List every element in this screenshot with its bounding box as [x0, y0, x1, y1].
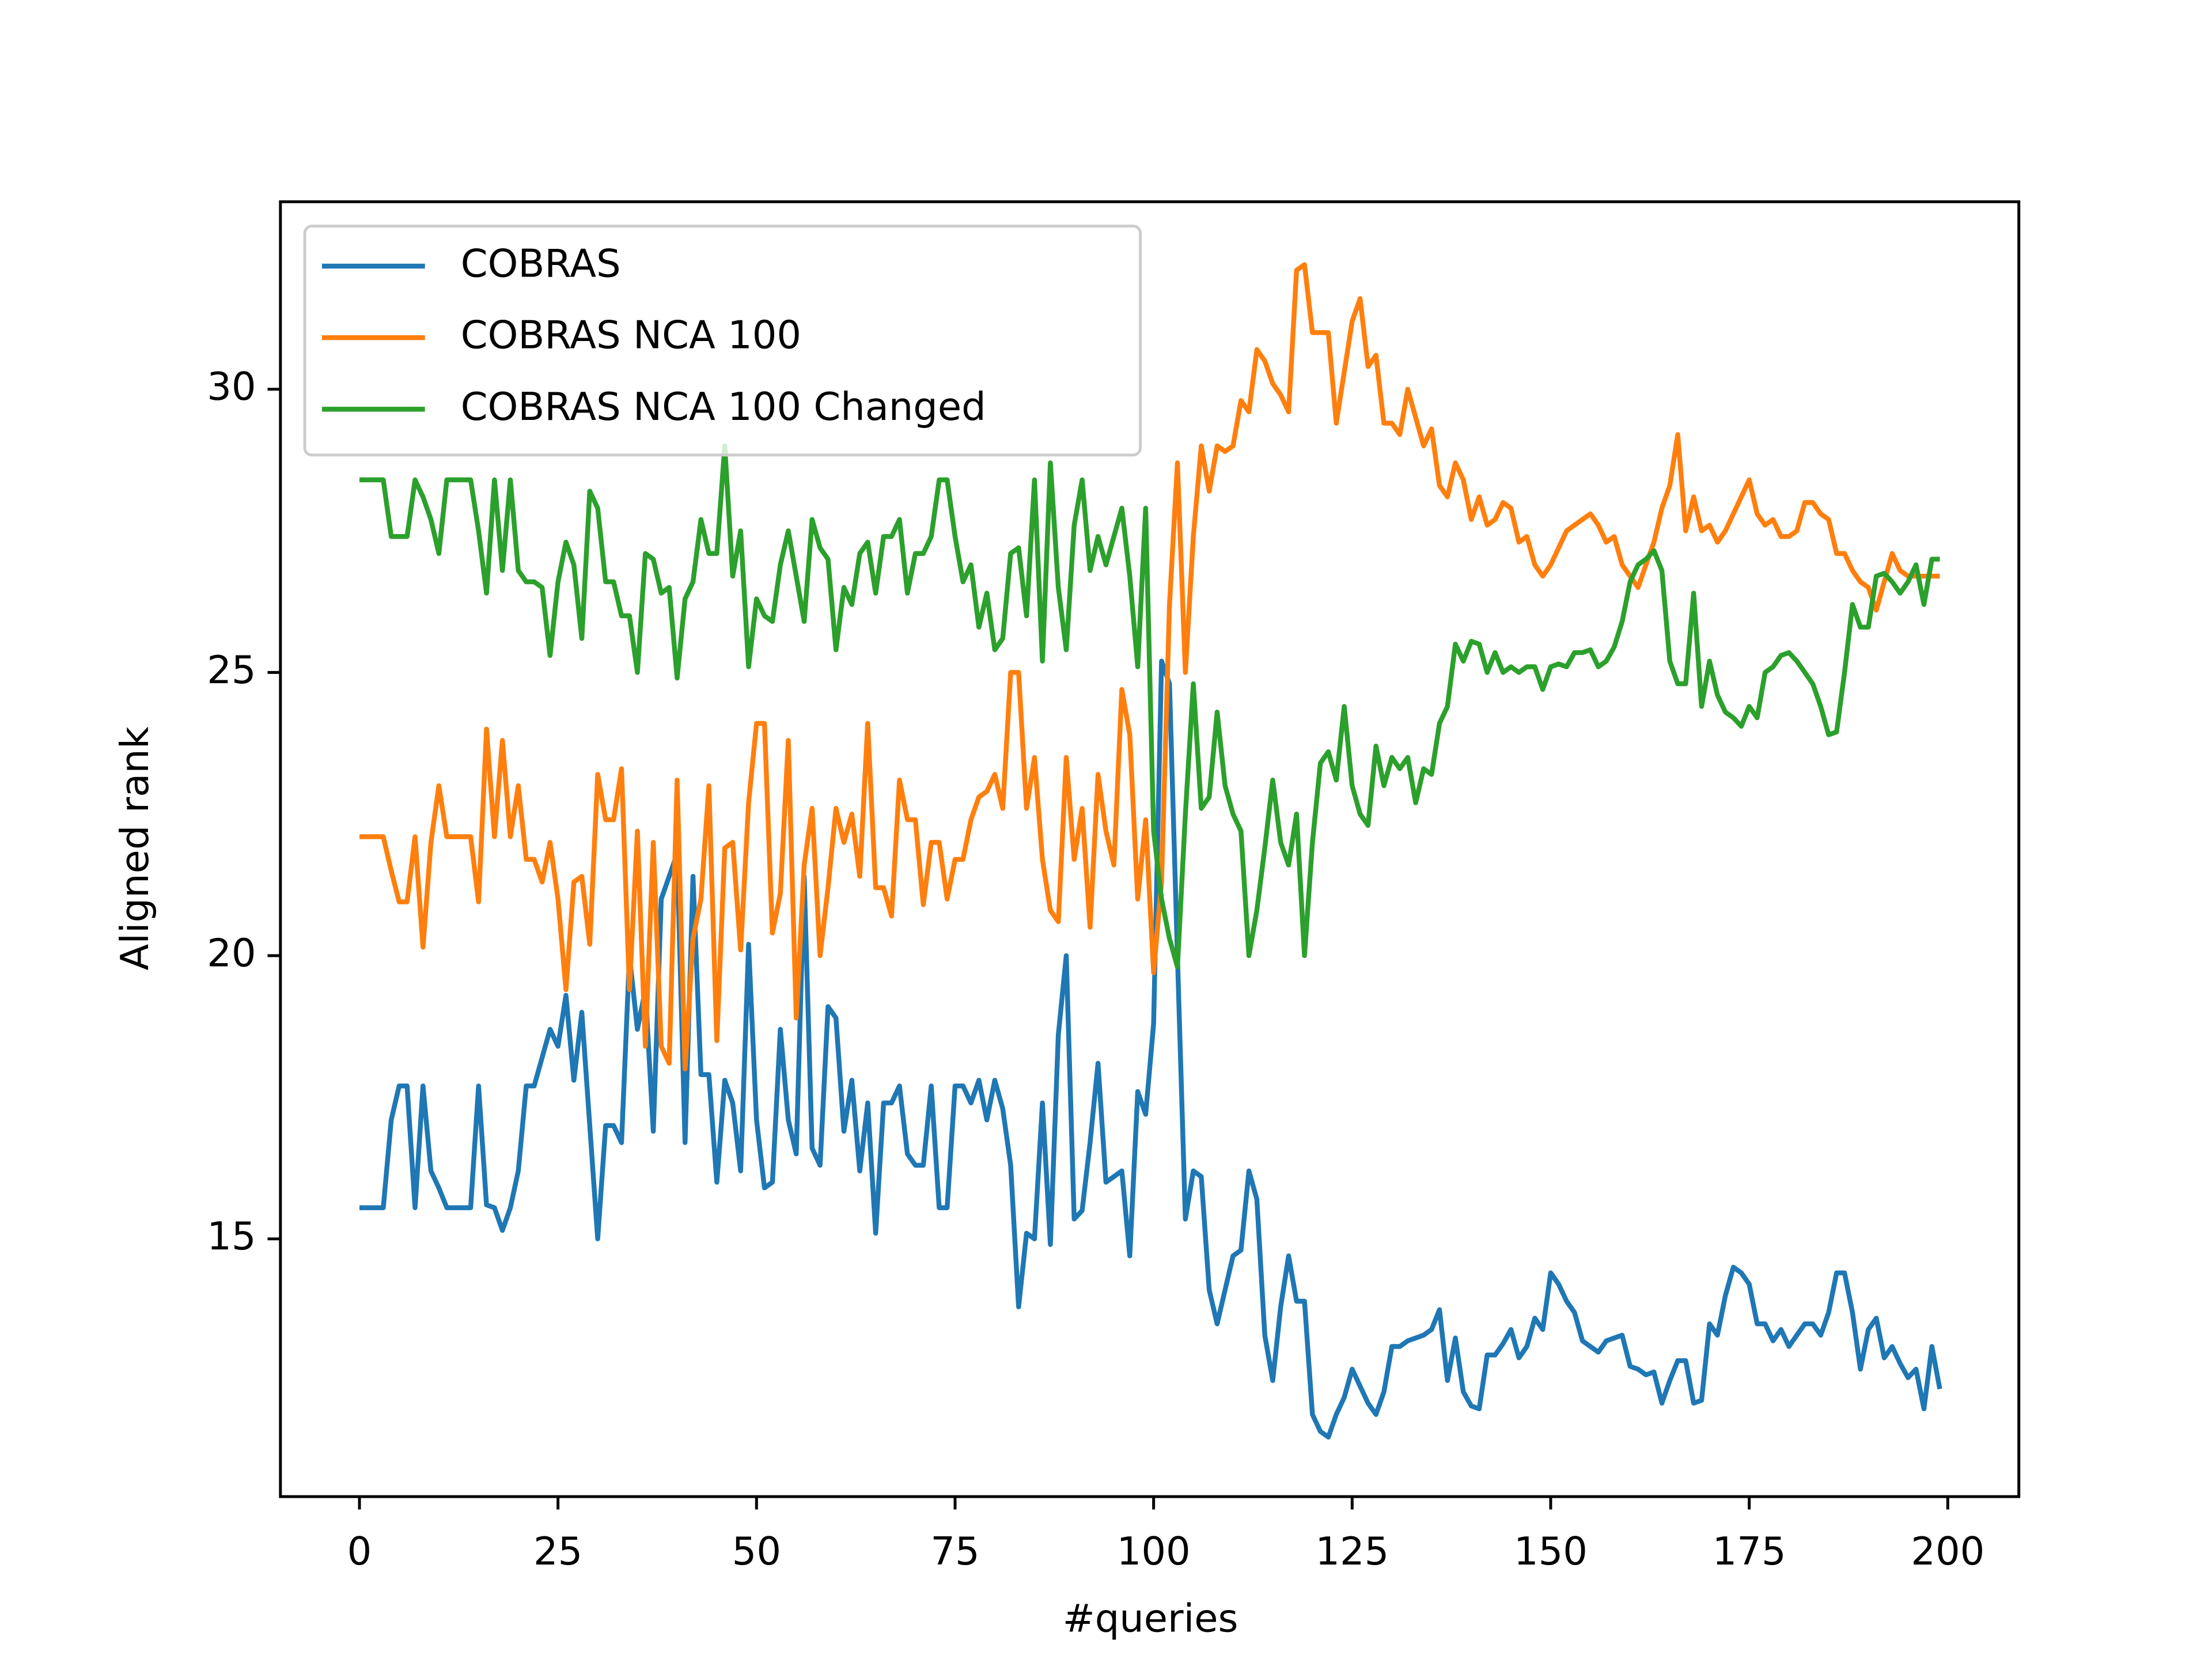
x-tick-label: 175: [1713, 1529, 1786, 1574]
legend: COBRAS COBRAS NCA 100 COBRAS NCA 100 Chang…: [303, 224, 1142, 457]
x-tick-label: 0: [347, 1529, 372, 1574]
legend-label: COBRAS NCA 100: [461, 313, 801, 358]
legend-label: COBRAS: [461, 241, 621, 286]
y-tick-label: 20: [207, 931, 256, 976]
series-line: [359, 262, 1940, 1071]
series-line: [359, 443, 1940, 969]
y-axis-label: Aligned rank: [112, 726, 157, 970]
legend-label: COBRAS NCA 100 Changed: [461, 384, 986, 429]
y-tick-label: 25: [207, 647, 256, 692]
plot-frame: [279, 200, 2021, 1498]
x-tick-label: 75: [930, 1529, 979, 1574]
x-tick-label: 200: [1911, 1529, 1984, 1574]
y-tick-label: 30: [207, 364, 256, 409]
series-line: [359, 658, 1942, 1440]
x-axis-label: #queries: [1063, 1596, 1238, 1641]
x-tick-label: 50: [732, 1529, 781, 1574]
y-tick-label: 15: [207, 1214, 256, 1259]
x-tick-label: 125: [1315, 1529, 1389, 1574]
x-tick-label: 100: [1117, 1529, 1191, 1574]
legend-box: [303, 224, 1142, 457]
plot-area: [359, 262, 1942, 1440]
x-tick-label: 25: [533, 1529, 582, 1574]
x-tick-label: 150: [1514, 1529, 1588, 1574]
